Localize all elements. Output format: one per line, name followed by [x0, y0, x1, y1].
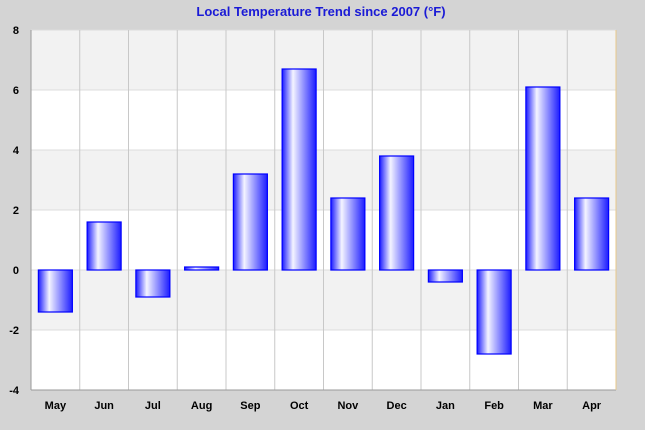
x-tick-label: Feb	[484, 400, 504, 412]
y-tick-label: 0	[13, 265, 19, 277]
bar	[427, 269, 463, 283]
bar	[135, 269, 171, 298]
x-tick-label: Nov	[337, 400, 359, 412]
y-tick-label: 4	[13, 145, 20, 157]
bar	[476, 269, 512, 355]
bar	[574, 197, 610, 271]
x-tick-label: May	[45, 400, 67, 412]
plot-area	[30, 29, 617, 391]
x-tick-label: Jun	[94, 400, 114, 412]
bar	[525, 86, 561, 271]
x-tick-label: Mar	[533, 400, 553, 412]
x-tick-label: Jan	[436, 400, 455, 412]
y-tick-label: -2	[9, 325, 19, 337]
bar	[86, 221, 122, 271]
x-tick-label: Sep	[240, 400, 260, 412]
y-tick-label: 8	[13, 25, 19, 37]
y-axis: 8 6 4 2 0 -2 -4	[9, 25, 20, 397]
x-tick-label: Oct	[290, 400, 309, 412]
bar	[37, 269, 73, 313]
chart-title: Local Temperature Trend since 2007 (°F)	[196, 4, 445, 19]
x-tick-label: Jul	[145, 400, 161, 412]
bar	[232, 173, 268, 271]
bar-series	[37, 68, 610, 355]
bar	[281, 68, 317, 271]
y-tick-label: 2	[13, 205, 19, 217]
x-tick-label: Aug	[191, 400, 212, 412]
x-tick-label: Apr	[582, 400, 602, 412]
x-tick-label: Dec	[387, 400, 407, 412]
x-axis: May Jun Jul Aug Sep Oct Nov Dec Jan Feb Mar Apr	[45, 400, 602, 412]
y-tick-label: 6	[13, 85, 19, 97]
y-tick-label: -4	[9, 385, 20, 397]
bar	[379, 155, 415, 271]
bar	[184, 266, 220, 271]
bar	[330, 197, 366, 271]
